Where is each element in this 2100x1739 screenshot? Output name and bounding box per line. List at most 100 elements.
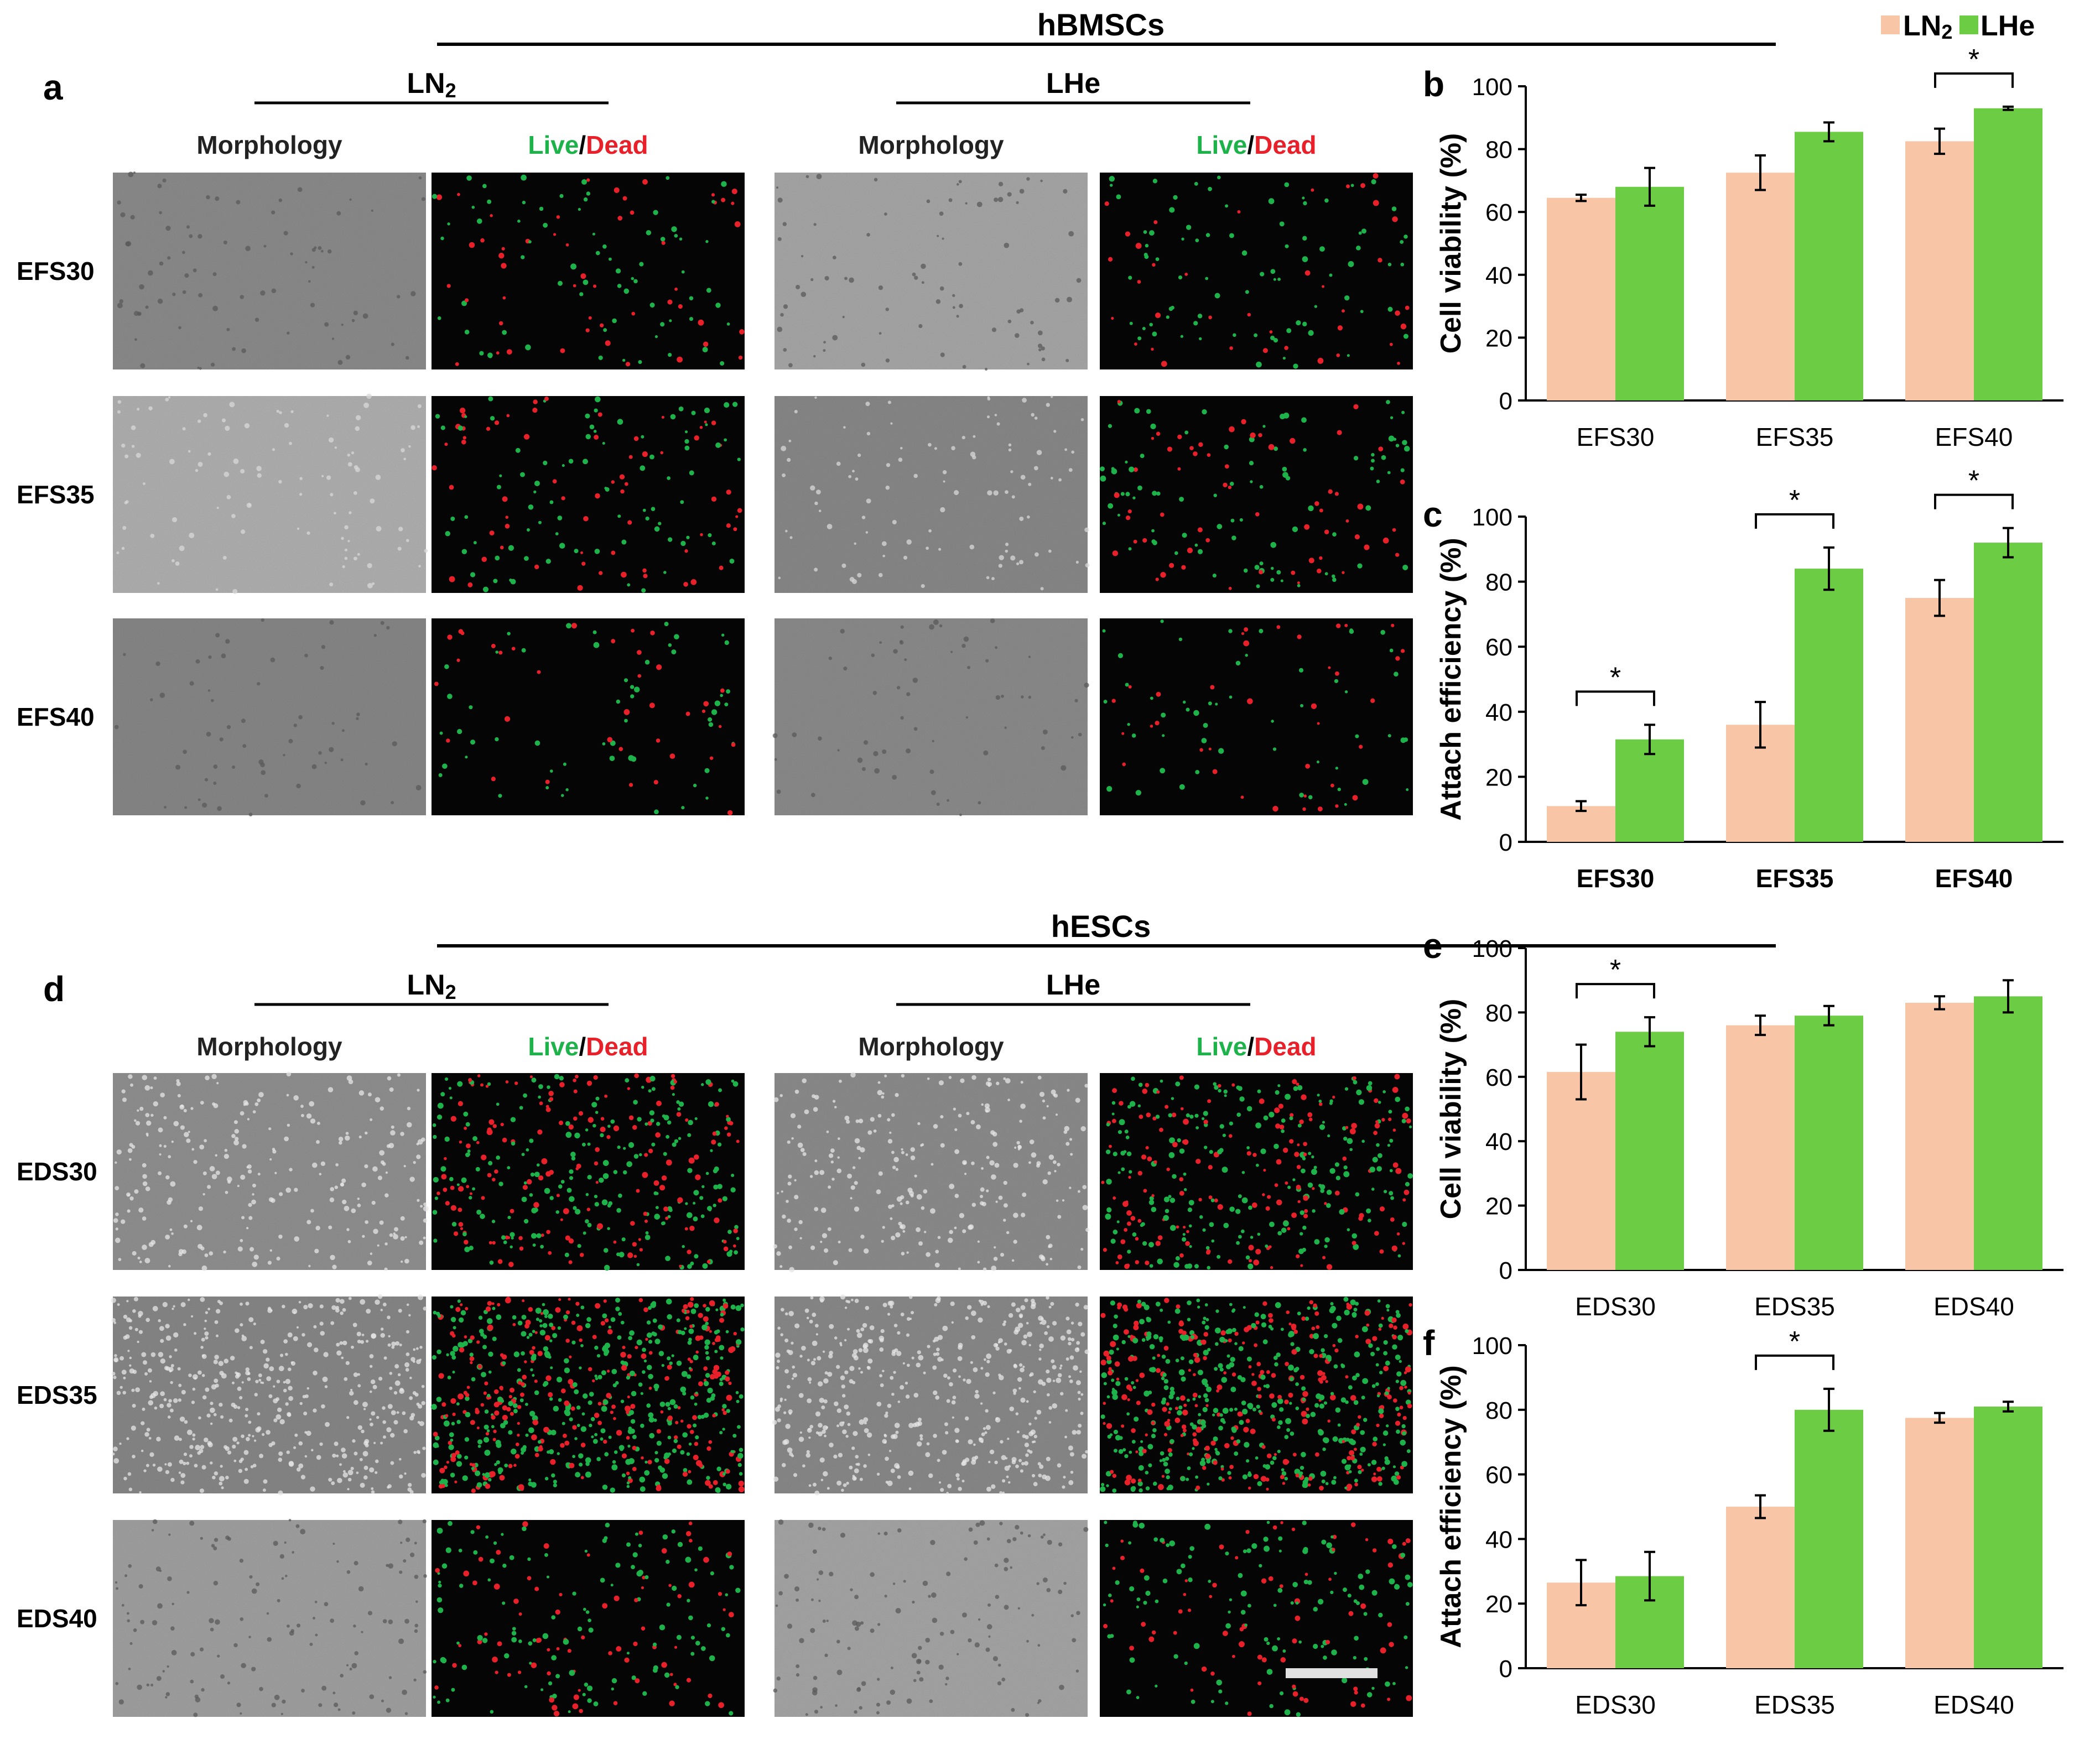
y-axis-label: Cell viability (%) <box>1435 133 1467 354</box>
significance-label: * <box>1968 465 1979 497</box>
image-sections: hBMSCs a LN2 Morphology Live/Dead LHe Morpholo… <box>17 7 1776 1717</box>
col-head-livedead: Live/Dead <box>528 1032 648 1061</box>
error-bar <box>1934 995 1945 1011</box>
error-bar <box>1823 546 1834 591</box>
live-dead-image <box>432 618 745 816</box>
bar-ln2 <box>1905 141 1974 400</box>
y-tick-label: 20 <box>1485 325 1512 352</box>
error-bar <box>1823 1387 1834 1432</box>
bar-ln2 <box>1905 1418 1974 1668</box>
y-tick-label: 60 <box>1485 1064 1512 1091</box>
live-dead-image <box>1100 618 1413 815</box>
row-label: EDS40 <box>17 1604 97 1633</box>
bar-lhe <box>1795 1409 1863 1668</box>
error-bar <box>2003 979 2014 1014</box>
bar-ln2 <box>1547 1072 1615 1270</box>
group-label: LHe <box>1046 67 1100 100</box>
bar-lhe <box>1795 1016 1863 1270</box>
significance-bracket: * <box>1934 44 2014 88</box>
y-tick-label: 80 <box>1485 569 1512 596</box>
error-bar <box>1755 1494 1766 1519</box>
y-axis-label: Attach efficiency (%) <box>1435 1365 1467 1648</box>
significance-label: * <box>1610 954 1621 986</box>
significance-label: * <box>1968 44 1979 76</box>
morphology-image <box>772 1294 1089 1496</box>
live-dead-image <box>1100 1073 1413 1270</box>
y-tick-label: 80 <box>1485 999 1512 1027</box>
error-bar <box>2003 105 2014 111</box>
error-bar <box>1934 127 1945 155</box>
legend-label-ln2: LN2 <box>1903 10 1952 43</box>
x-tick-label: EDS35 <box>1754 1690 1835 1719</box>
legend: LN2 LHe <box>1881 10 2035 43</box>
live-dead-image <box>1100 396 1413 593</box>
live-dead-image <box>432 173 745 369</box>
y-tick-label: 60 <box>1485 1462 1512 1489</box>
bar-lhe <box>1795 569 1863 842</box>
y-tick-label: 0 <box>1499 1655 1512 1683</box>
live-dead-image <box>1100 173 1413 369</box>
morphology-image <box>773 1072 1090 1273</box>
live-dead-image <box>431 1297 745 1493</box>
error-bar <box>1755 701 1766 749</box>
bar-lhe <box>1974 108 2042 400</box>
x-tick-label: EFS35 <box>1756 864 1834 893</box>
bar-ln2 <box>1905 598 1974 842</box>
group-label: LN2 <box>407 969 456 1003</box>
error-bar <box>1823 121 1834 143</box>
y-axis-label: Attach efficiency (%) <box>1435 538 1467 820</box>
chart-b: b Cell viability (%) 0 20 40 60 80 100 EFS30 EFS3… <box>1423 44 2063 451</box>
x-tick-label: EFS30 <box>1577 864 1655 893</box>
live-dead-image <box>432 1073 745 1271</box>
morphology-image <box>113 393 428 594</box>
col-head-morphology: Morphology <box>858 1032 1004 1061</box>
section-title: hESCs <box>1051 909 1151 944</box>
panel-letter: f <box>1423 1323 1435 1363</box>
y-tick-label: 80 <box>1485 137 1512 164</box>
morphology-image <box>113 1071 429 1271</box>
y-tick-label: 100 <box>1472 504 1512 531</box>
bar-lhe <box>1795 132 1863 401</box>
bar-lhe <box>1974 543 2042 842</box>
row-label: EFS35 <box>17 480 95 509</box>
chart-e: e Cell viability (%) 0 20 40 60 80 100 EDS30 EDS3… <box>1423 926 2063 1321</box>
error-bar <box>1576 193 1587 202</box>
significance-bracket: * <box>1755 485 1834 529</box>
y-tick-label: 80 <box>1485 1397 1512 1424</box>
scale-bar <box>1286 1668 1378 1678</box>
col-head-morphology: Morphology <box>858 131 1004 159</box>
section-title: hBMSCs <box>1037 7 1165 42</box>
bar-ln2 <box>1726 1507 1795 1668</box>
morphology-image <box>773 1519 1089 1717</box>
x-tick-label: EDS35 <box>1754 1292 1835 1321</box>
y-tick-label: 100 <box>1472 1332 1512 1360</box>
y-tick-label: 20 <box>1485 1591 1512 1618</box>
panel-letter: c <box>1423 494 1443 534</box>
error-bar <box>1644 723 1655 756</box>
morphology-image <box>111 1294 427 1496</box>
x-tick-label: EDS30 <box>1575 1690 1656 1719</box>
significance-bracket: * <box>1755 1326 1834 1370</box>
significance-bracket: * <box>1576 954 1655 999</box>
legend-swatch-lhe <box>1959 15 1978 34</box>
x-tick-label: EDS40 <box>1933 1292 2014 1321</box>
live-dead-image <box>1100 1297 1413 1493</box>
row-label: EFS40 <box>17 702 95 731</box>
bar-lhe <box>1974 996 2042 1270</box>
group-label: LN2 <box>407 67 456 102</box>
y-tick-label: 0 <box>1499 1257 1512 1284</box>
y-tick-label: 0 <box>1499 829 1512 856</box>
section-hbmscs: hBMSCs a LN2 Morphology Live/Dead LHe Morpholo… <box>17 7 1776 816</box>
error-bar <box>2003 1400 2014 1413</box>
col-head-livedead: Live/Dead <box>1196 131 1316 159</box>
morphology-image <box>772 618 1089 816</box>
live-dead-image <box>1100 1520 1413 1717</box>
error-bar <box>1644 1550 1655 1602</box>
y-axis-label: Cell viability (%) <box>1435 999 1467 1220</box>
error-bar <box>1934 1412 1945 1424</box>
error-bar <box>1755 1014 1766 1037</box>
live-dead-image <box>432 396 745 593</box>
morphology-image <box>774 173 1088 371</box>
